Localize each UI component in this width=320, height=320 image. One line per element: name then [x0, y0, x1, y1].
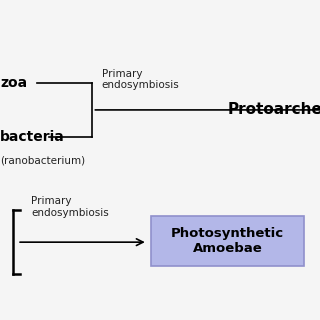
- Text: zoa: zoa: [0, 76, 28, 90]
- Text: Protoarcheapl: Protoarcheapl: [228, 102, 320, 117]
- Text: Primary
endosymbiosis: Primary endosymbiosis: [31, 196, 109, 218]
- Text: bacteria: bacteria: [0, 130, 65, 144]
- Text: Primary
endosymbiosis: Primary endosymbiosis: [102, 68, 180, 90]
- Text: (ranobacterium): (ranobacterium): [0, 155, 85, 165]
- Text: Photosynthetic
Amoebae: Photosynthetic Amoebae: [171, 227, 284, 255]
- FancyBboxPatch shape: [151, 216, 304, 267]
